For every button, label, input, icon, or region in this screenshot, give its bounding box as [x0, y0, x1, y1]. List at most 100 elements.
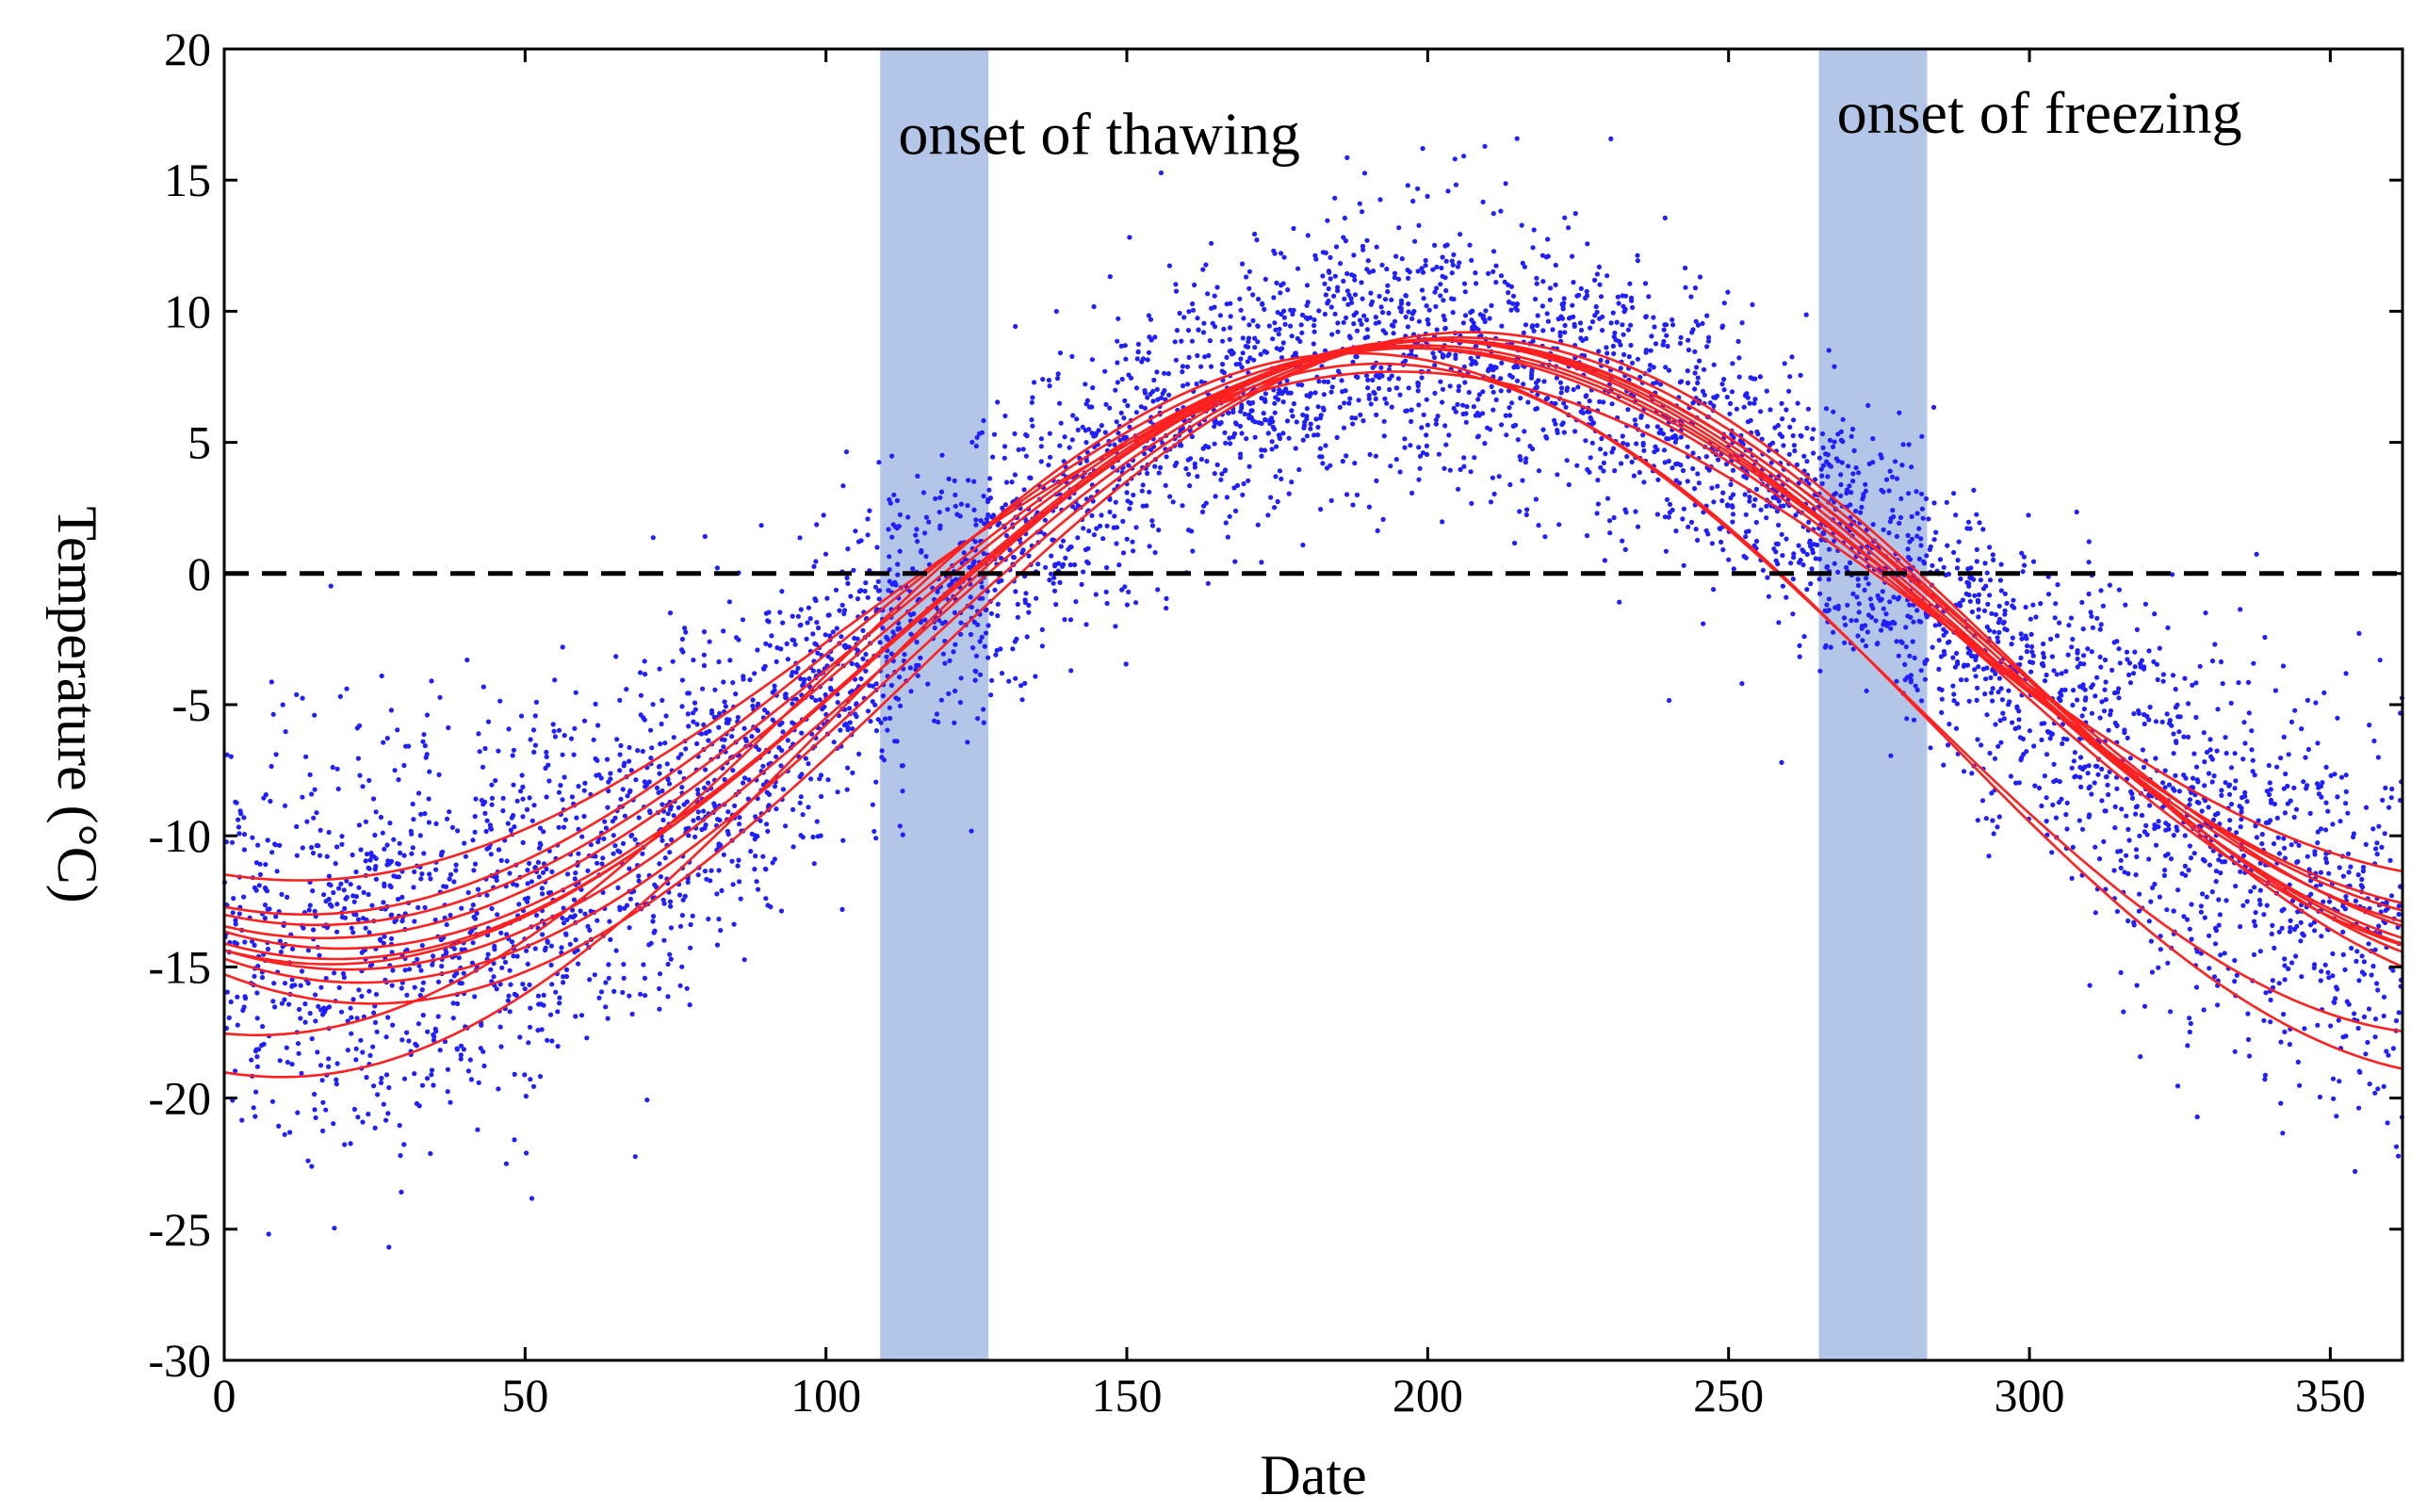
- data-point: [2026, 512, 2031, 518]
- data-point: [1919, 698, 1925, 704]
- data-point: [1583, 394, 1588, 399]
- data-point: [463, 854, 468, 859]
- data-point: [1601, 460, 1606, 465]
- data-point: [1018, 683, 1024, 689]
- data-point: [1246, 463, 1252, 469]
- data-point: [1416, 445, 1422, 450]
- data-point: [1405, 183, 1410, 188]
- data-point: [1054, 376, 1061, 382]
- data-point: [1311, 329, 1317, 334]
- data-point: [2257, 902, 2263, 907]
- data-point: [2200, 891, 2206, 897]
- data-point: [1337, 404, 1343, 410]
- data-point: [1508, 307, 1514, 313]
- data-point: [790, 844, 796, 850]
- data-point: [419, 871, 425, 877]
- data-point: [381, 940, 386, 946]
- data-point: [1338, 261, 1344, 267]
- data-point: [1730, 361, 1735, 366]
- data-point: [567, 941, 573, 948]
- data-point: [1246, 478, 1251, 483]
- data-point: [1705, 531, 1711, 537]
- data-point: [2372, 1016, 2379, 1022]
- data-point: [1902, 661, 1908, 668]
- data-point: [1107, 405, 1113, 411]
- data-point: [1690, 465, 1696, 472]
- data-point: [2338, 774, 2345, 780]
- data-point: [1663, 365, 1669, 370]
- data-point: [279, 1000, 285, 1006]
- data-point: [1588, 455, 1593, 461]
- data-point: [760, 763, 766, 769]
- data-point: [1343, 238, 1348, 244]
- data-point: [712, 687, 718, 692]
- data-point: [1685, 368, 1690, 374]
- data-point: [2079, 599, 2085, 606]
- data-point: [2372, 1034, 2378, 1040]
- data-point: [1584, 533, 1590, 539]
- data-point: [383, 1117, 389, 1123]
- data-point: [1993, 671, 1998, 676]
- data-point: [366, 988, 372, 994]
- data-point: [2216, 897, 2222, 902]
- data-point: [1062, 617, 1067, 623]
- data-point: [620, 989, 626, 996]
- data-point: [1366, 269, 1373, 275]
- data-point: [1939, 709, 1945, 716]
- data-point: [1156, 528, 1162, 533]
- data-point: [633, 777, 639, 783]
- data-point: [1855, 633, 1861, 639]
- data-point: [1232, 559, 1238, 564]
- data-point: [1423, 263, 1428, 268]
- data-point: [1995, 743, 2001, 749]
- data-point: [812, 596, 818, 602]
- data-point: [1218, 419, 1224, 426]
- data-point: [1760, 567, 1766, 573]
- data-point: [475, 1127, 481, 1132]
- data-point: [1966, 698, 1972, 704]
- data-point: [1480, 389, 1486, 395]
- data-point: [1373, 396, 1378, 401]
- data-point: [255, 842, 261, 848]
- data-point: [471, 868, 477, 873]
- data-point: [1020, 447, 1026, 452]
- data-point: [2376, 923, 2382, 929]
- data-point: [1259, 560, 1264, 565]
- data-point: [1701, 621, 1706, 626]
- data-point: [470, 902, 476, 908]
- data-point: [540, 891, 546, 897]
- data-point: [1545, 318, 1551, 324]
- data-point: [1039, 643, 1045, 649]
- data-point: [419, 943, 425, 949]
- data-point: [682, 893, 688, 900]
- data-point: [436, 772, 442, 778]
- data-point: [658, 741, 663, 747]
- data-point: [1665, 343, 1670, 350]
- data-point: [1450, 262, 1456, 268]
- data-point: [1630, 360, 1636, 366]
- data-point: [1595, 478, 1601, 483]
- data-point: [1350, 421, 1356, 427]
- data-point: [2142, 721, 2147, 727]
- data-point: [459, 981, 464, 986]
- data-point: [2250, 757, 2256, 763]
- data-point: [1379, 262, 1385, 268]
- data-point: [564, 917, 570, 922]
- data-point: [2099, 798, 2105, 804]
- data-point: [1621, 351, 1627, 357]
- data-point: [1747, 498, 1752, 504]
- data-point: [2152, 825, 2158, 832]
- data-point: [529, 818, 535, 823]
- data-point: [1073, 599, 1079, 605]
- data-point: [2212, 642, 2218, 647]
- data-point: [2228, 765, 2235, 771]
- data-point: [1643, 350, 1649, 355]
- data-point: [1652, 324, 1657, 330]
- data-point: [827, 633, 833, 639]
- data-point: [494, 874, 499, 880]
- data-point: [1274, 444, 1279, 449]
- data-point: [404, 1030, 410, 1035]
- data-point: [2010, 720, 2015, 725]
- data-point: [834, 626, 839, 631]
- data-point: [1578, 409, 1584, 415]
